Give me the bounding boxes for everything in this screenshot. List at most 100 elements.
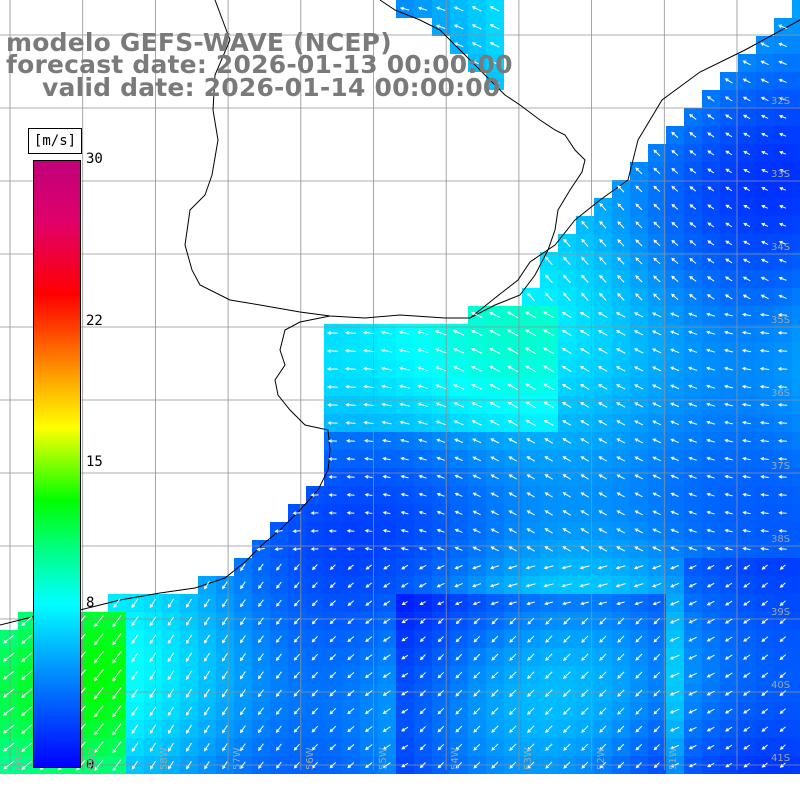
wind-arrow	[598, 492, 607, 498]
wind-arrow	[329, 707, 337, 715]
wind-arrow	[615, 348, 626, 354]
wind-arrow	[689, 150, 697, 156]
wind-arrow	[527, 671, 535, 679]
wind-arrow	[311, 725, 319, 733]
wind-arrow	[310, 493, 319, 497]
wind-arrow	[436, 474, 445, 479]
wind-arrow	[688, 438, 697, 443]
wind-arrow	[94, 669, 104, 682]
wind-arrow	[311, 743, 318, 751]
wind-arrow	[21, 706, 33, 717]
wind-arrow	[563, 617, 571, 625]
wind-arrow	[399, 402, 410, 407]
wind-arrow	[580, 601, 590, 606]
wind-arrow	[452, 330, 465, 336]
wind-arrow	[327, 403, 338, 407]
wind-arrow	[706, 420, 716, 425]
speed-cell	[792, 594, 800, 612]
wind-arrow	[526, 528, 535, 534]
colorbar	[33, 160, 81, 768]
wind-arrow	[743, 582, 751, 588]
colorbar-tick-label: 0	[86, 757, 95, 773]
wind-arrow	[651, 366, 662, 372]
wind-arrow	[112, 651, 122, 664]
wind-arrow	[724, 546, 733, 551]
wind-arrow	[257, 725, 264, 734]
wind-arrow	[94, 705, 104, 718]
wind-arrow	[599, 220, 607, 229]
wind-arrow	[276, 563, 282, 571]
wind-arrow	[419, 690, 426, 697]
wind-arrow	[509, 725, 517, 733]
wind-arrow	[329, 618, 336, 625]
wind-arrow	[419, 672, 426, 679]
wind-arrow	[364, 726, 373, 733]
wind-arrow	[778, 258, 787, 263]
wind-arrow	[616, 420, 626, 426]
wind-arrow	[275, 725, 282, 733]
wind-arrow	[759, 420, 770, 425]
wind-arrow	[617, 689, 625, 697]
wind-arrow	[311, 707, 319, 715]
wind-arrow	[760, 438, 769, 443]
wind-arrow	[364, 474, 373, 479]
wind-arrow	[455, 618, 462, 625]
wind-arrow	[131, 742, 139, 752]
wind-arrow	[473, 707, 481, 715]
wind-arrow	[275, 671, 282, 680]
speed-cell	[792, 180, 800, 198]
wind-arrow	[670, 546, 679, 552]
wind-arrow	[399, 6, 410, 11]
wind-arrow	[707, 150, 715, 156]
wind-arrow	[167, 670, 175, 681]
wind-arrow	[706, 636, 715, 642]
wind-arrow	[670, 384, 680, 390]
wind-arrow	[347, 582, 354, 588]
latitude-label: 41S	[771, 753, 791, 764]
wind-arrow	[256, 547, 265, 552]
speed-cell	[792, 216, 800, 234]
wind-arrow	[778, 132, 787, 137]
wind-arrow	[329, 671, 337, 679]
wind-arrow	[779, 150, 787, 155]
wind-arrow	[401, 601, 408, 606]
wind-arrow	[489, 420, 500, 426]
wind-arrow	[382, 636, 391, 642]
wind-arrow	[742, 438, 751, 443]
wind-arrow	[473, 725, 481, 733]
wind-arrow	[724, 420, 734, 425]
wind-arrow	[616, 492, 625, 498]
wind-arrow	[149, 652, 157, 663]
wind-arrow	[579, 565, 590, 570]
wind-arrow	[617, 761, 625, 769]
wind-arrow	[562, 456, 572, 462]
wind-arrow	[509, 707, 517, 715]
wind-arrow	[761, 582, 768, 588]
wind-arrow	[652, 546, 662, 552]
wind-arrow	[221, 707, 228, 716]
wind-arrow	[454, 510, 463, 515]
wind-arrow	[525, 565, 536, 570]
wind-arrow	[778, 529, 787, 533]
wind-arrow	[275, 599, 282, 607]
wind-arrow	[347, 690, 355, 697]
wind-arrow	[418, 474, 427, 479]
wind-arrow	[400, 456, 409, 461]
wind-arrow	[380, 348, 393, 353]
wind-arrow	[652, 601, 661, 606]
wind-arrow	[401, 672, 409, 678]
wind-arrow	[167, 616, 175, 627]
wind-arrow	[489, 347, 501, 355]
wind-arrow	[435, 6, 446, 11]
wind-arrow	[597, 565, 608, 570]
wind-arrow	[706, 726, 715, 732]
wind-arrow	[633, 583, 644, 588]
wind-arrow	[759, 384, 770, 389]
wind-arrow	[581, 238, 589, 247]
wind-arrow	[292, 529, 301, 533]
wind-arrow	[526, 438, 536, 444]
wind-arrow	[671, 257, 679, 264]
wind-arrow	[2, 688, 15, 698]
wind-arrow	[381, 384, 393, 389]
wind-arrow	[778, 511, 787, 515]
